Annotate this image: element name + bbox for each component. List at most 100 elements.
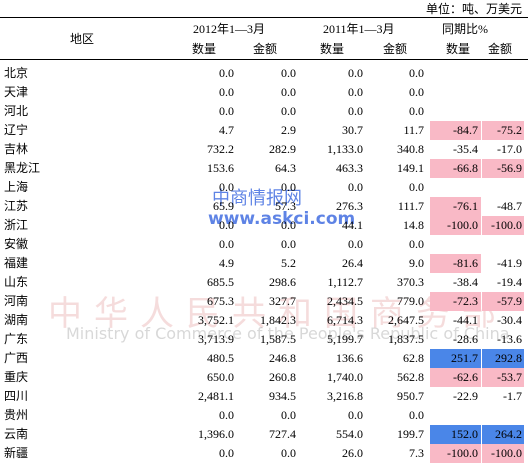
highlight bbox=[430, 424, 481, 444]
highlight bbox=[482, 291, 524, 311]
region: 贵州 bbox=[4, 408, 29, 422]
highlight bbox=[430, 120, 481, 140]
highlight bbox=[430, 291, 481, 311]
rule bbox=[0, 17, 528, 18]
cell-value: 3,752.1 bbox=[198, 313, 234, 327]
cell-value: 340.8 bbox=[397, 142, 424, 156]
region: 湖南 bbox=[4, 313, 29, 327]
region: 北京 bbox=[4, 66, 29, 80]
cell-value: 2.9 bbox=[281, 123, 296, 137]
cell-value: 0.0 bbox=[409, 104, 424, 118]
header-quantity: 数量 bbox=[320, 42, 345, 56]
cell-value: 0.0 bbox=[409, 180, 424, 194]
cell-change: -57.9 bbox=[497, 294, 522, 308]
cell-change: -28.6 bbox=[453, 332, 478, 346]
cell-value: 282.9 bbox=[269, 142, 296, 156]
cell-value: 2,647.5 bbox=[388, 313, 424, 327]
cell-value: 934.5 bbox=[269, 389, 296, 403]
cell-change: -38.4 bbox=[453, 275, 478, 289]
cell-value: 0.0 bbox=[281, 180, 296, 194]
cell-value: 370.3 bbox=[397, 275, 424, 289]
highlight bbox=[482, 158, 524, 178]
cell-value: 2,434.5 bbox=[327, 294, 363, 308]
cell-value: 1,842.3 bbox=[260, 313, 296, 327]
region: 福建 bbox=[4, 256, 29, 270]
cell-value: 111.7 bbox=[397, 199, 424, 213]
cell-value: 463.3 bbox=[336, 161, 363, 175]
cell-value: 0.0 bbox=[348, 408, 363, 422]
cell-value: 0.0 bbox=[281, 408, 296, 422]
cell-change: -84.7 bbox=[453, 123, 478, 137]
cell-change: -100.0 bbox=[491, 446, 522, 460]
cell-change: -22.9 bbox=[453, 389, 478, 403]
region: 天津 bbox=[4, 85, 29, 99]
region: 四川 bbox=[4, 389, 29, 403]
cell-value: 4.9 bbox=[219, 256, 234, 270]
region: 上海 bbox=[4, 180, 29, 194]
header-amount: 金额 bbox=[383, 42, 408, 56]
cell-value: 5.2 bbox=[281, 256, 296, 270]
region: 河南 bbox=[4, 294, 29, 308]
cell-value: 327.7 bbox=[269, 294, 296, 308]
highlight bbox=[482, 348, 524, 368]
cell-value: 153.6 bbox=[207, 161, 234, 175]
cell-value: 0.0 bbox=[281, 104, 296, 118]
cell-value: 1,587.5 bbox=[260, 332, 296, 346]
highlight bbox=[430, 215, 481, 235]
highlight bbox=[482, 367, 524, 387]
cell-value: 44.1 bbox=[342, 218, 363, 232]
cell-change: -53.7 bbox=[497, 370, 522, 384]
cell-value: 0.0 bbox=[348, 237, 363, 251]
cell-value: 26.4 bbox=[342, 256, 363, 270]
highlight bbox=[430, 348, 481, 368]
region: 江苏 bbox=[4, 199, 29, 213]
region: 安徽 bbox=[4, 237, 29, 251]
cell-change: -48.7 bbox=[497, 199, 522, 213]
cell-value: 1,837.5 bbox=[388, 332, 424, 346]
cell-value: 260.8 bbox=[269, 370, 296, 384]
cell-change: 264.2 bbox=[495, 427, 522, 441]
cell-value: 0.0 bbox=[281, 66, 296, 80]
highlight bbox=[482, 424, 524, 444]
cell-value: 11.7 bbox=[403, 123, 424, 137]
cell-value: 14.8 bbox=[403, 218, 424, 232]
cell-value: 0.0 bbox=[409, 85, 424, 99]
cell-value: 0.0 bbox=[219, 408, 234, 422]
cell-value: 554.0 bbox=[336, 427, 363, 441]
cell-value: 1,133.0 bbox=[327, 142, 363, 156]
cell-change: 152.0 bbox=[451, 427, 478, 441]
cell-change: -56.9 bbox=[497, 161, 522, 175]
region: 河北 bbox=[4, 104, 29, 118]
cell-change: -62.6 bbox=[453, 370, 478, 384]
header-period: 2011年1—3月 bbox=[323, 22, 395, 36]
cell-change: -72.3 bbox=[453, 294, 478, 308]
cell-value: 2,481.1 bbox=[198, 389, 234, 403]
highlight bbox=[430, 367, 481, 387]
cell-value: 675.3 bbox=[207, 294, 234, 308]
cell-change: -41.9 bbox=[497, 256, 522, 270]
cell-value: 0.0 bbox=[219, 180, 234, 194]
cell-value: 0.0 bbox=[219, 218, 234, 232]
cell-value: 732.2 bbox=[207, 142, 234, 156]
cell-change: -66.8 bbox=[453, 161, 478, 175]
cell-value: 0.0 bbox=[281, 85, 296, 99]
unit: 单位：吨、万美元 bbox=[425, 2, 522, 16]
header-region: 地区 bbox=[70, 32, 95, 46]
cell-value: 779.0 bbox=[397, 294, 424, 308]
region: 吉林 bbox=[4, 142, 29, 156]
cell-value: 0.0 bbox=[219, 104, 234, 118]
highlight bbox=[482, 120, 524, 140]
cell-change: -35.4 bbox=[453, 142, 478, 156]
cell-value: 0.0 bbox=[281, 446, 296, 460]
cell-change: -44.1 bbox=[453, 313, 478, 327]
cell-value: 7.3 bbox=[409, 446, 424, 460]
header-period: 2012年1—3月 bbox=[193, 22, 266, 36]
cell-value: 0.0 bbox=[281, 218, 296, 232]
cell-value: 3,713.9 bbox=[198, 332, 234, 346]
header-amount: 金额 bbox=[488, 42, 513, 56]
cell-value: 62.8 bbox=[403, 351, 424, 365]
region: 浙江 bbox=[4, 218, 29, 232]
header-quantity: 数量 bbox=[446, 42, 471, 56]
region: 黑龙江 bbox=[4, 161, 41, 175]
region: 新疆 bbox=[4, 446, 29, 460]
